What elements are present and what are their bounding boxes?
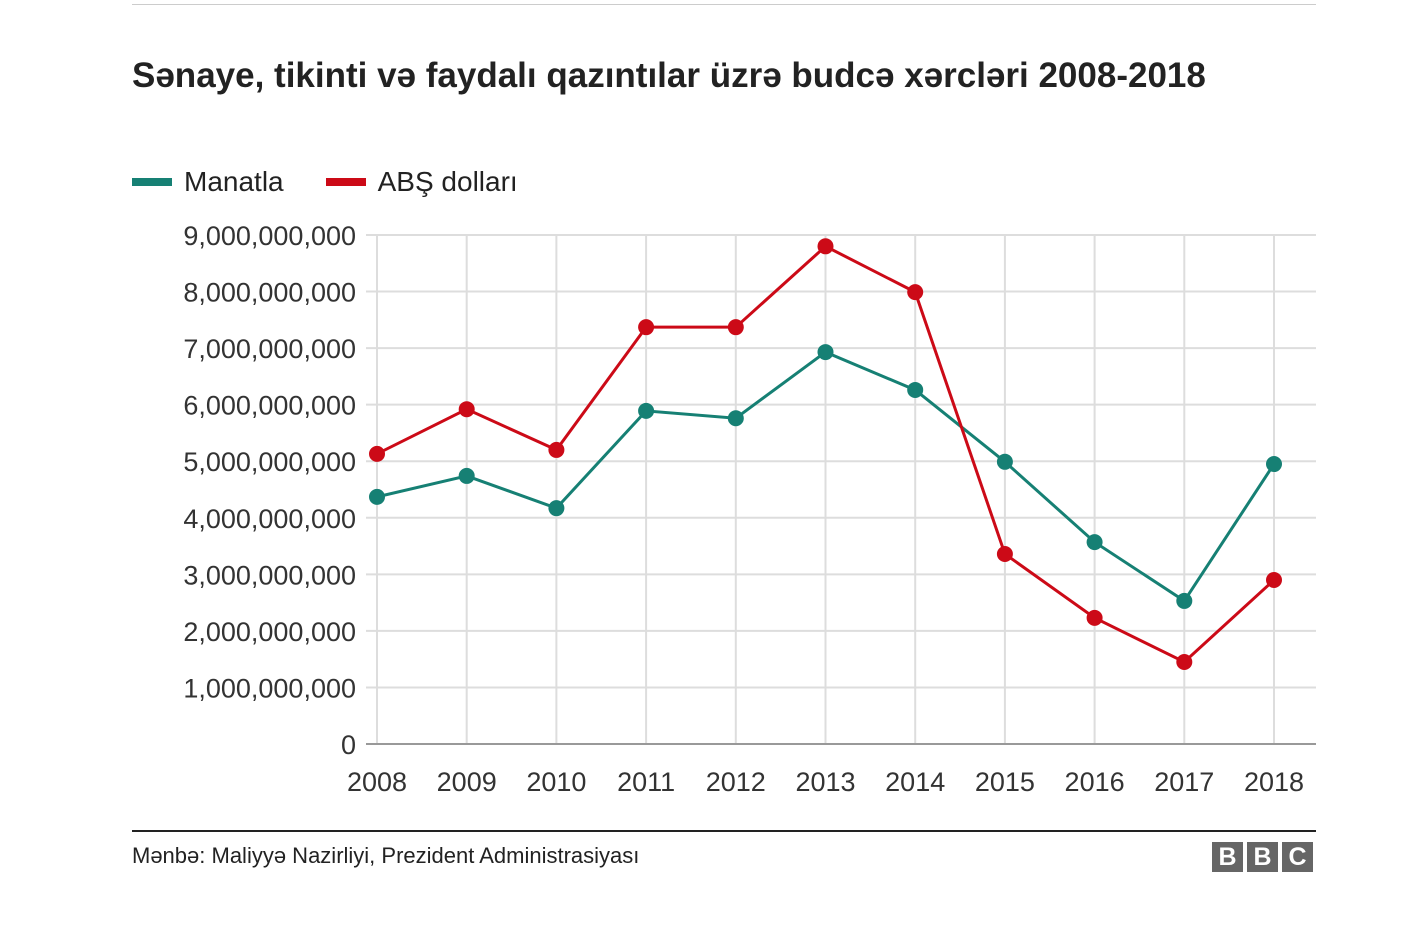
data-point <box>907 284 924 301</box>
data-point <box>1086 609 1103 626</box>
data-point <box>1266 456 1282 473</box>
x-tick-label: 2018 <box>1244 767 1304 797</box>
data-point <box>458 401 475 418</box>
legend-swatch-usd <box>325 178 366 186</box>
data-point <box>996 453 1013 470</box>
logo-letter: B <box>1212 842 1243 872</box>
y-tick-label: 5,000,000,000 <box>183 447 356 477</box>
legend-swatch-manatla <box>132 178 172 186</box>
y-tick-label: 4,000,000,000 <box>183 504 356 534</box>
x-tick-label: 2008 <box>347 767 407 797</box>
logo-letter: B <box>1247 842 1278 872</box>
x-tick-label: 2010 <box>526 767 586 797</box>
data-point <box>548 500 565 517</box>
data-point <box>638 319 655 336</box>
data-point <box>369 488 385 505</box>
data-point <box>638 402 655 419</box>
data-point <box>727 410 744 427</box>
x-tick-label: 2017 <box>1154 767 1214 797</box>
data-point <box>1176 592 1193 609</box>
y-tick-label: 9,000,000,000 <box>183 221 356 251</box>
x-tick-label: 2013 <box>795 767 855 797</box>
source-note: Mənbə: Maliyyə Nazirliyi, Prezident Admi… <box>132 843 640 868</box>
data-point <box>1176 653 1193 670</box>
legend-item-manatla: Manatla <box>132 166 284 198</box>
data-point <box>996 545 1013 562</box>
data-point <box>458 467 475 484</box>
data-point <box>1086 534 1103 551</box>
legend: Manatla ABŞ dolları <box>132 166 560 198</box>
data-point <box>907 381 924 398</box>
data-point <box>727 319 744 336</box>
data-point <box>369 445 385 462</box>
legend-label: ABŞ dolları <box>377 166 518 197</box>
logo-letter: C <box>1282 842 1313 872</box>
bottom-divider <box>132 830 1316 832</box>
y-tick-label: 6,000,000,000 <box>183 391 356 421</box>
top-divider <box>132 4 1316 5</box>
x-tick-label: 2015 <box>975 767 1035 797</box>
legend-item-usd: ABŞ dolları <box>325 166 518 198</box>
x-tick-label: 2009 <box>437 767 497 797</box>
y-tick-label: 1,000,000,000 <box>183 673 356 703</box>
y-tick-label: 2,000,000,000 <box>183 617 356 647</box>
data-point <box>1266 571 1282 588</box>
legend-label: Manatla <box>184 166 284 197</box>
y-tick-label: 3,000,000,000 <box>183 560 356 590</box>
data-point <box>817 344 834 361</box>
y-tick-label: 7,000,000,000 <box>183 334 356 364</box>
data-point <box>548 441 565 458</box>
data-point <box>817 238 834 255</box>
y-tick-label: 0 <box>341 730 356 760</box>
x-tick-label: 2014 <box>885 767 945 797</box>
x-tick-label: 2012 <box>706 767 766 797</box>
x-tick-label: 2016 <box>1065 767 1125 797</box>
y-tick-label: 8,000,000,000 <box>183 278 356 308</box>
chart-title: Sənaye, tikinti və faydalı qazıntılar üz… <box>132 56 1206 95</box>
x-tick-label: 2011 <box>617 767 675 797</box>
bbc-logo: B B C <box>1212 842 1313 872</box>
